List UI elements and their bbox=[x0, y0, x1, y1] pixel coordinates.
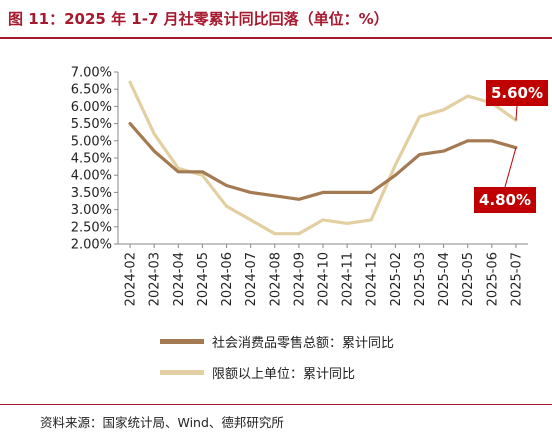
source-divider bbox=[0, 404, 552, 405]
y-tick-label: 4.00% bbox=[71, 169, 112, 184]
x-tick-label: 2024-02 bbox=[124, 252, 139, 306]
legend-label-0: 社会消费品零售总额：累计同比 bbox=[212, 336, 395, 351]
x-tick-label: 2024-11 bbox=[341, 252, 356, 306]
x-tick-label: 2024-12 bbox=[365, 252, 380, 306]
x-tick-label: 2025-06 bbox=[485, 252, 500, 306]
x-tick-label: 2025-03 bbox=[413, 252, 428, 306]
x-tick-label: 2024-08 bbox=[268, 252, 283, 306]
x-tick-label: 2025-05 bbox=[461, 252, 476, 306]
chart-annotations: 5.60% 4.80% bbox=[474, 80, 548, 213]
x-tick-label: 2024-10 bbox=[317, 252, 332, 306]
series-line-1 bbox=[128, 80, 518, 236]
y-tick-label: 2.00% bbox=[71, 238, 112, 253]
x-tick-label: 2025-02 bbox=[389, 252, 404, 306]
x-tick-label: 2024-07 bbox=[244, 252, 259, 306]
callout-box bbox=[486, 80, 548, 106]
y-tick-label: 6.50% bbox=[71, 83, 112, 98]
y-tick-label: 5.00% bbox=[71, 134, 112, 149]
x-tick-label: 2024-06 bbox=[220, 252, 235, 306]
legend-swatch-0 bbox=[160, 339, 204, 344]
y-tick-label: 4.50% bbox=[71, 152, 112, 167]
y-tick-label: 6.00% bbox=[71, 100, 112, 115]
y-tick-label: 3.50% bbox=[71, 186, 112, 201]
callout-box bbox=[474, 187, 536, 213]
callout-label: 4.80% bbox=[479, 191, 531, 209]
callout-leader bbox=[515, 105, 518, 121]
source-note: 资料来源：国家统计局、Wind、德邦研究所 bbox=[40, 415, 284, 430]
callout-leader bbox=[504, 147, 517, 188]
legend-item-0: 社会消费品零售总额：累计同比 bbox=[160, 332, 394, 351]
y-tick-label: 2.50% bbox=[71, 220, 112, 235]
series-line-0 bbox=[128, 121, 518, 201]
chart-title: 图 11：2025 年 1-7 月社零累计同比回落（单位：%） bbox=[8, 10, 389, 28]
x-tick-label: 2024-03 bbox=[148, 252, 163, 306]
chart-series bbox=[128, 80, 518, 236]
legend-label-1: 限额以上单位：累计同比 bbox=[212, 367, 356, 382]
y-tick-label: 3.00% bbox=[71, 203, 112, 218]
title-divider bbox=[0, 37, 552, 39]
legend-item-1: 限额以上单位：累计同比 bbox=[160, 363, 355, 382]
x-tick-label: 2024-04 bbox=[172, 252, 187, 306]
y-tick-label: 7.00% bbox=[71, 66, 112, 81]
y-tick-label: 5.50% bbox=[71, 117, 112, 132]
chart-axes: 2.00% 2.50% 3.00% 3.50% 4.00% 4.50% 5.00% 5.50%… bbox=[71, 66, 528, 306]
x-tick-label: 2024-05 bbox=[196, 252, 211, 306]
x-tick-label: 2025-04 bbox=[437, 252, 452, 306]
legend-swatch-1 bbox=[160, 370, 204, 375]
x-tick-label: 2025-07 bbox=[509, 252, 524, 306]
callout-label: 5.60% bbox=[491, 84, 543, 102]
x-tick-label: 2024-09 bbox=[292, 252, 307, 306]
